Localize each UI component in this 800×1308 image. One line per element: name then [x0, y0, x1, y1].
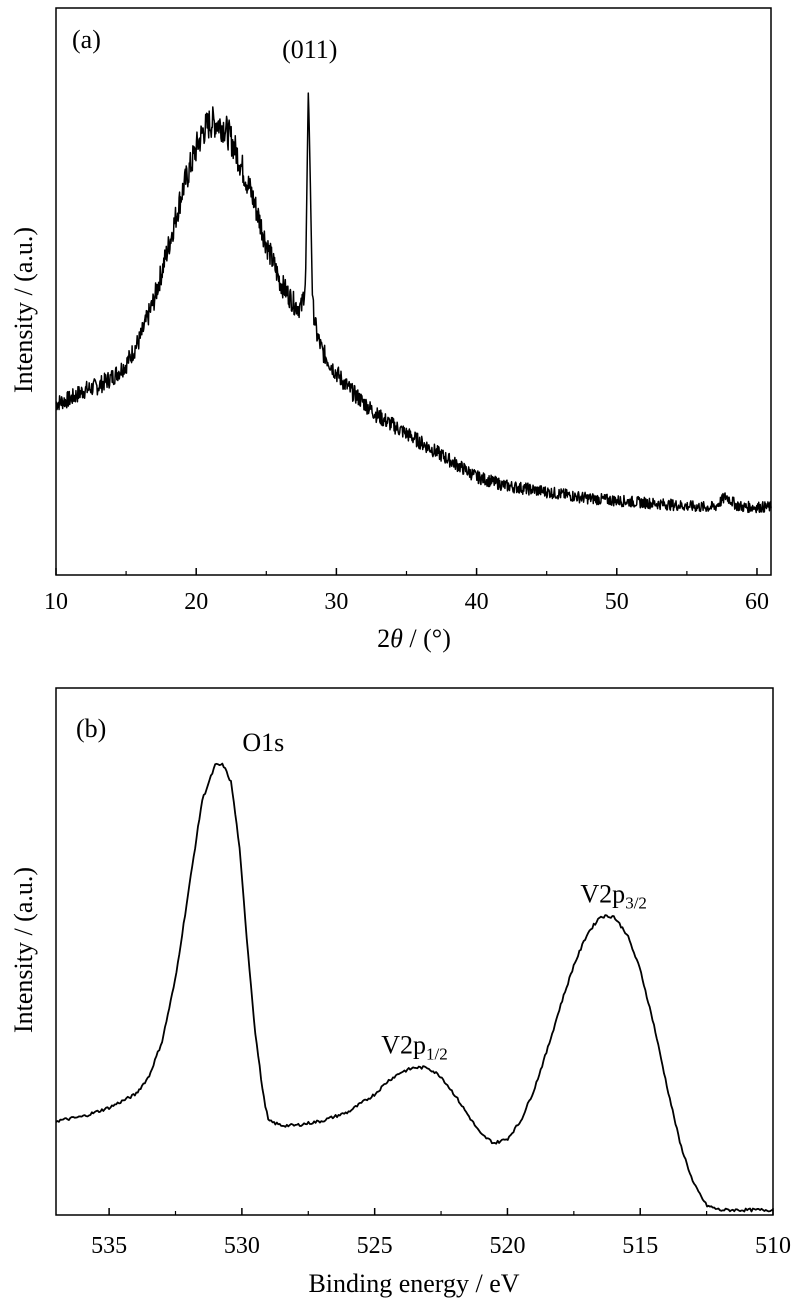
x-tick-label: 515 — [622, 1233, 658, 1259]
plot-frame-a — [55, 7, 772, 576]
xps-curve — [55, 762, 774, 1213]
x-axis-title-b: Binding energy / eV — [308, 1269, 519, 1298]
x-axis-title-a-main: 2 — [377, 624, 390, 653]
peak-annotation-sub: 1/2 — [426, 1045, 448, 1064]
peak-annotation: V2p3/2 — [580, 879, 647, 912]
y-axis-title-b: Intensity / (a.u.) — [9, 867, 38, 1033]
peak-annotation: O1s — [242, 728, 284, 757]
x-tick-label: 30 — [324, 589, 348, 615]
x-tick-label: 520 — [489, 1233, 525, 1259]
x-tick-label: 20 — [184, 589, 208, 615]
peak-annotation: (011) — [282, 35, 337, 64]
x-tick-label: 530 — [224, 1233, 260, 1259]
plot-frame-b — [55, 687, 774, 1216]
panel-a: (a) 10 20 30 40 50 60 (011) 2θ / (°) Intensit… — [9, 7, 772, 653]
x-axis-title-a-rest: / (°) — [403, 624, 451, 653]
peak-annotation: V2p1/2 — [381, 1031, 448, 1064]
x-axis-title-a-var: θ — [390, 624, 403, 653]
panel-label-b: (b) — [76, 714, 106, 743]
peak-annotation-base: V2p — [381, 1031, 426, 1060]
x-tick-label: 535 — [91, 1233, 127, 1259]
x-ticks-a: 10 20 30 40 50 60 — [44, 568, 769, 615]
annotations-a: (011) — [282, 35, 337, 64]
x-tick-label: 40 — [465, 589, 489, 615]
x-tick-label: 60 — [745, 589, 769, 615]
x-tick-label: 525 — [357, 1233, 393, 1259]
y-axis-title-a: Intensity / (a.u.) — [9, 227, 38, 393]
x-axis-title-a: 2θ / (°) — [377, 624, 451, 653]
panel-label-a: (a) — [72, 25, 101, 54]
x-tick-label: 50 — [605, 589, 629, 615]
peak-annotation-sub: 3/2 — [625, 893, 647, 912]
x-tick-label: 10 — [44, 589, 68, 615]
peak-annotation-base: V2p — [580, 879, 625, 908]
x-ticks-b: 535 530 525 520 515 510 — [91, 1208, 791, 1259]
x-tick-label: 510 — [755, 1233, 791, 1259]
peak-annotation-base: O1s — [242, 728, 284, 757]
xrd-curve — [55, 92, 772, 514]
